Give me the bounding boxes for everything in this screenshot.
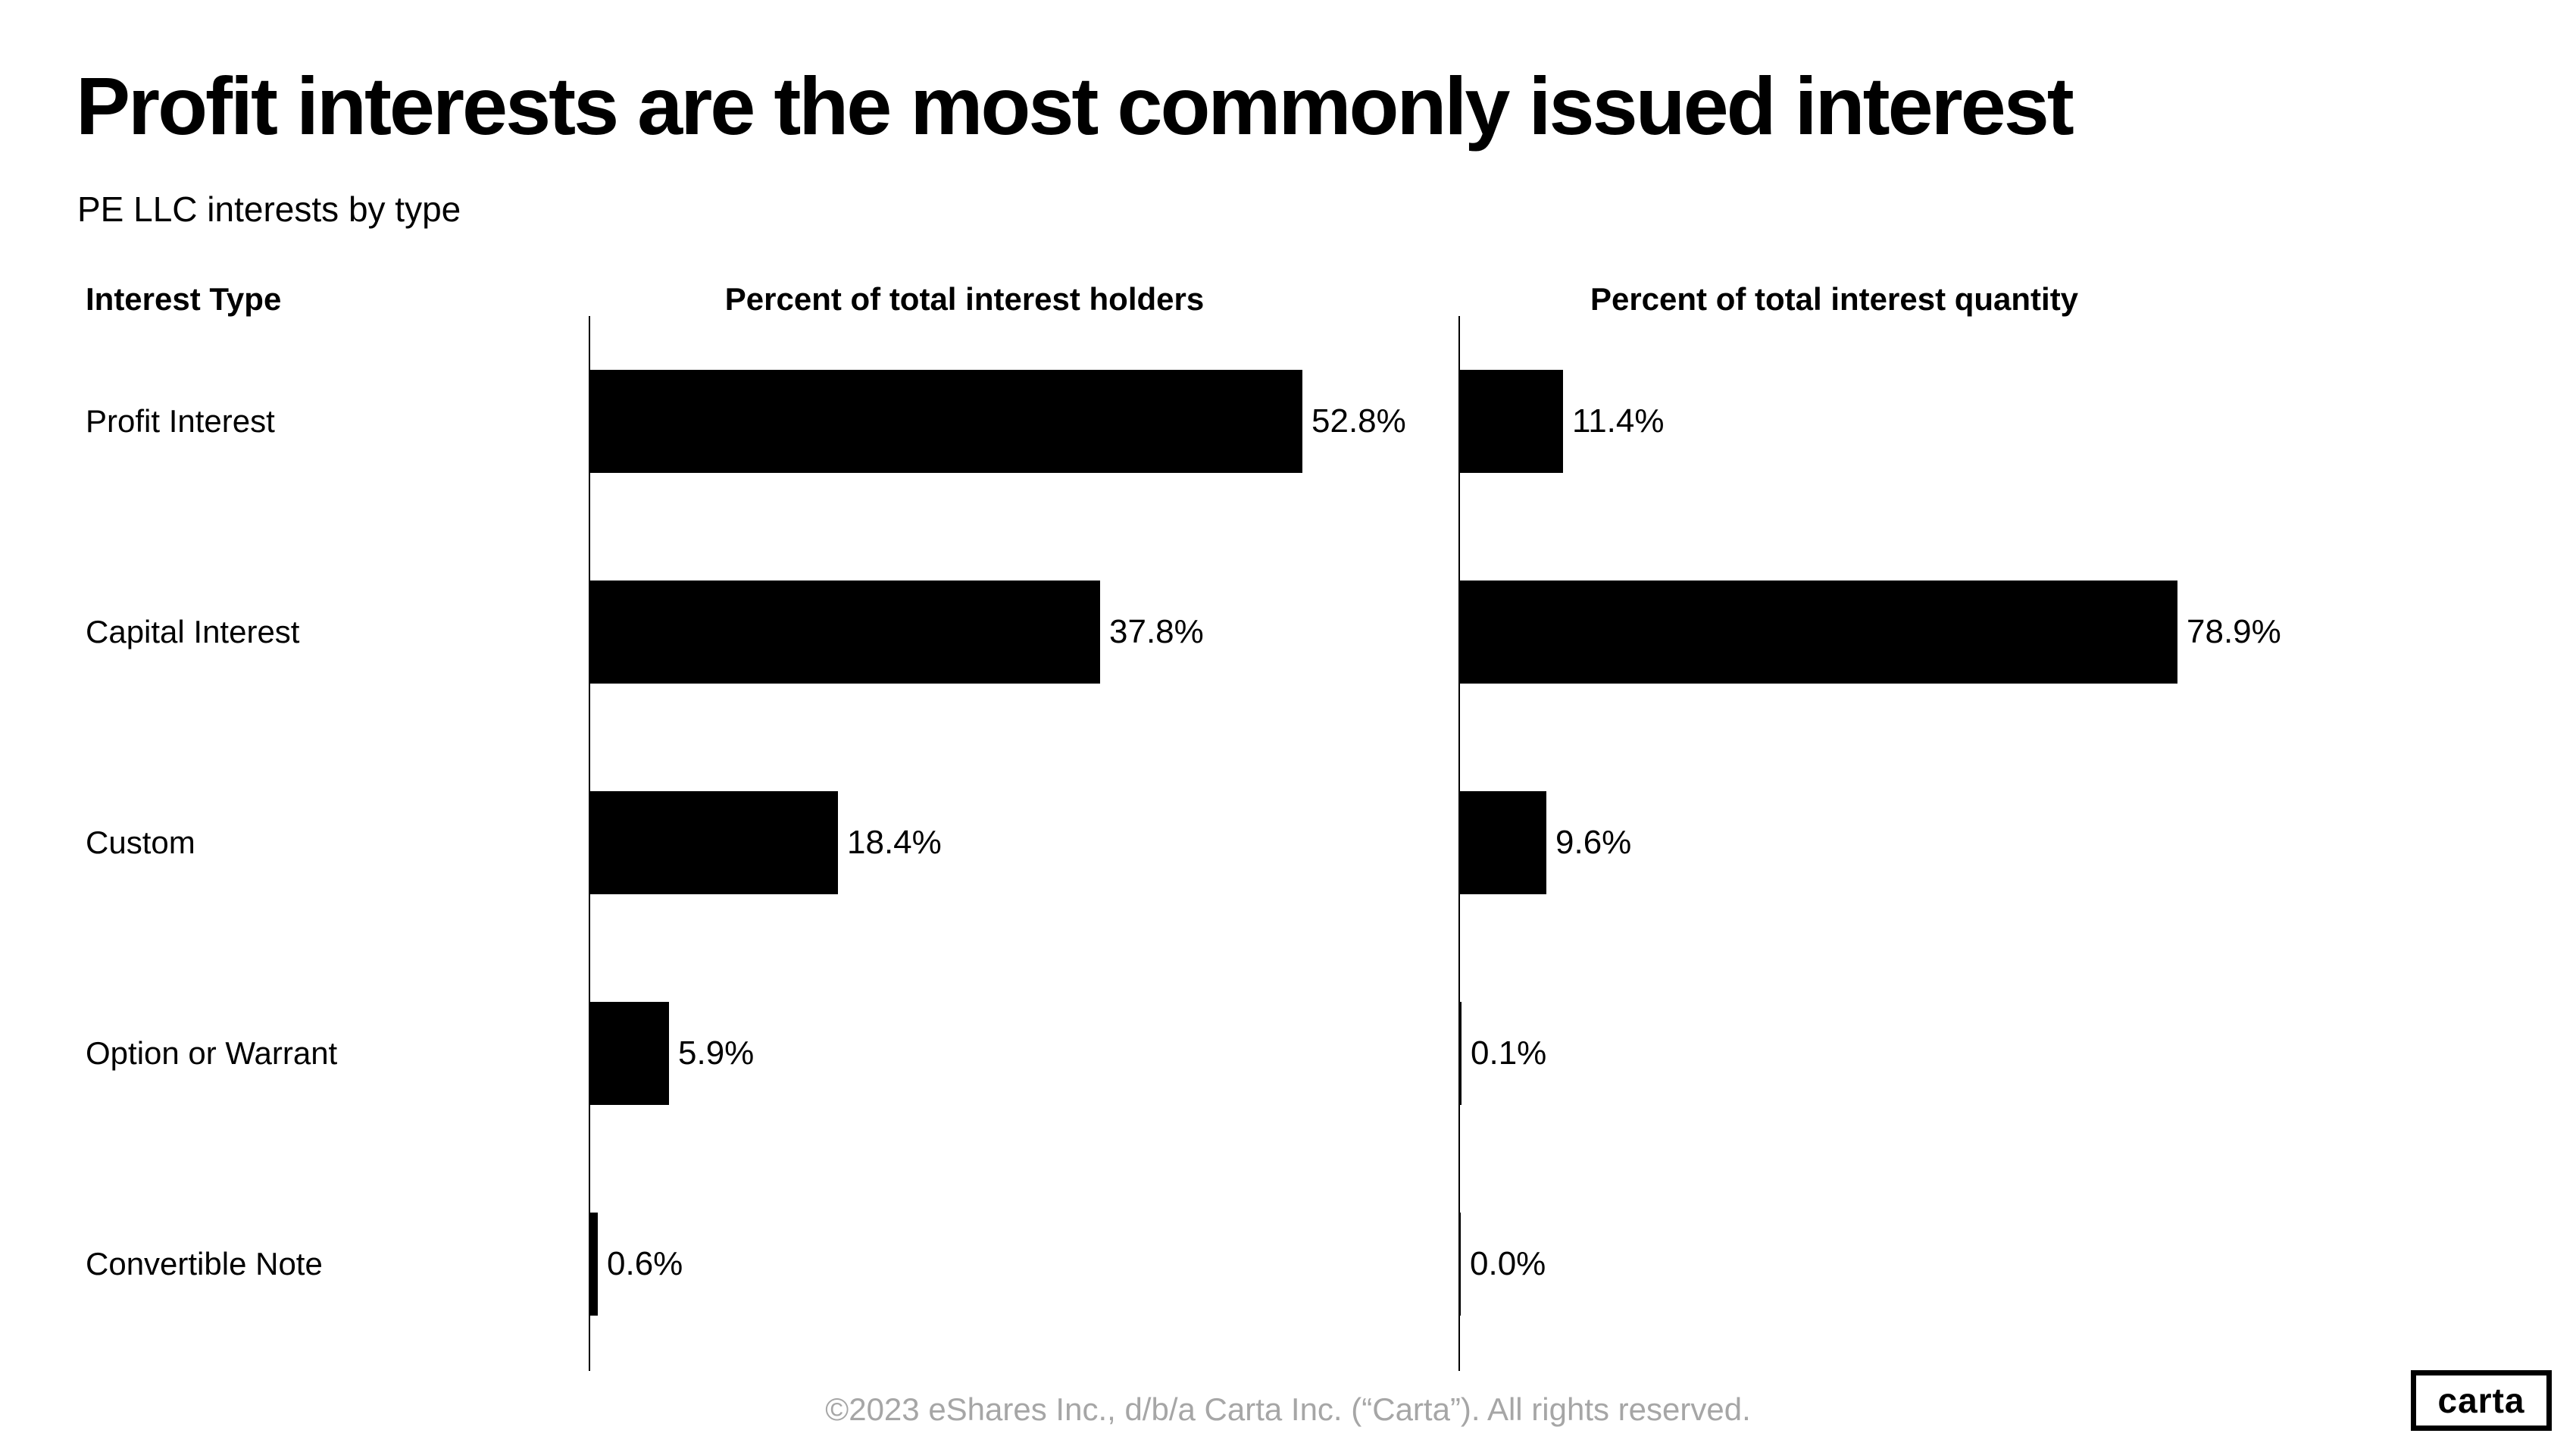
column-header-quantity: Percent of total interest quantity <box>1590 281 2079 317</box>
carta-logo: carta <box>2411 1370 2552 1431</box>
bar-row: 0.1% <box>1459 1002 1546 1105</box>
bar-row: 5.9% <box>589 1002 754 1105</box>
bar <box>589 1213 598 1316</box>
bar-value-label: 9.6% <box>1555 824 1632 861</box>
bar-row: 78.9% <box>1459 581 2281 684</box>
bar-row: 52.8% <box>589 370 1406 473</box>
bar-value-label: 11.4% <box>1572 402 1665 440</box>
bar <box>1459 1002 1462 1105</box>
row-label: Profit Interest <box>86 403 275 439</box>
bar-row: 0.6% <box>589 1213 683 1316</box>
bar-value-label: 0.0% <box>1470 1245 1546 1282</box>
bar-row: 9.6% <box>1459 791 1631 894</box>
bar-value-label: 78.9% <box>2187 613 2281 650</box>
bar-value-label: 5.9% <box>678 1034 755 1072</box>
bar-row: 18.4% <box>589 791 942 894</box>
bar-value-label: 0.6% <box>607 1245 683 1282</box>
bar-row: 0.0% <box>1459 1213 1546 1316</box>
bar <box>589 581 1100 684</box>
row-label: Convertible Note <box>86 1246 323 1282</box>
copyright-text: ©2023 eShares Inc., d/b/a Carta Inc. (“C… <box>825 1391 1751 1427</box>
bar-row: 11.4% <box>1459 370 1665 473</box>
bar <box>1459 791 1546 894</box>
column-header-holders: Percent of total interest holders <box>724 281 1205 317</box>
bar-value-label: 52.8% <box>1311 402 1406 440</box>
column-header-interest-type: Interest Type <box>86 281 282 317</box>
bar <box>1459 1213 1461 1316</box>
bar <box>1459 370 1563 473</box>
row-label: Capital Interest <box>86 614 300 649</box>
bar <box>1459 581 2177 684</box>
carta-logo-text: carta <box>2437 1381 2525 1420</box>
bar <box>589 1002 669 1105</box>
bar-row: 37.8% <box>589 581 1204 684</box>
bar <box>589 791 838 894</box>
bar-value-label: 0.1% <box>1471 1034 1547 1072</box>
bar-value-label: 37.8% <box>1109 613 1204 650</box>
row-label: Option or Warrant <box>86 1035 338 1071</box>
row-label: Custom <box>86 825 195 860</box>
page-title: Profit interests are the most commonly i… <box>76 60 2074 152</box>
bar-value-label: 18.4% <box>847 824 942 861</box>
bar <box>589 370 1302 473</box>
page-subtitle: PE LLC interests by type <box>77 189 461 229</box>
